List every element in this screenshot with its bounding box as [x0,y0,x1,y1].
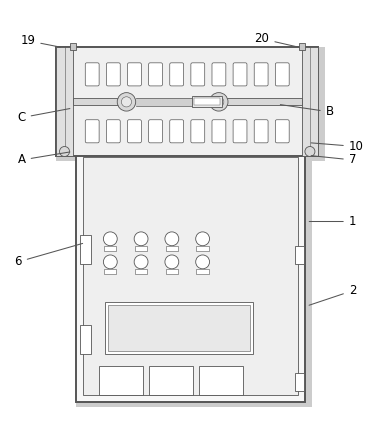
FancyBboxPatch shape [149,120,163,143]
Bar [302,47,318,156]
Bar [166,246,178,251]
Circle shape [134,232,148,246]
FancyBboxPatch shape [233,63,247,86]
Bar [80,235,91,264]
Bar [83,157,298,395]
Circle shape [117,93,136,111]
Text: C: C [17,109,70,124]
Bar [108,305,249,351]
FancyBboxPatch shape [254,120,268,143]
Bar [196,269,209,274]
FancyBboxPatch shape [127,120,141,143]
FancyBboxPatch shape [233,120,247,143]
Bar [192,97,222,107]
Bar [318,47,325,156]
Circle shape [210,93,228,111]
Bar [135,246,147,251]
Circle shape [59,147,69,156]
Circle shape [103,255,117,269]
Bar [194,98,220,105]
FancyBboxPatch shape [149,63,163,86]
FancyBboxPatch shape [212,63,226,86]
FancyBboxPatch shape [85,63,99,86]
Circle shape [165,255,179,269]
Bar [149,366,193,395]
Bar [99,366,143,395]
FancyBboxPatch shape [170,120,184,143]
Text: B: B [280,105,334,118]
Circle shape [103,232,117,246]
Bar [299,43,305,50]
Bar [135,269,147,274]
Text: 20: 20 [254,32,298,47]
Bar [76,402,312,407]
Bar [104,246,117,251]
FancyBboxPatch shape [212,120,226,143]
Bar [127,98,222,106]
Bar [76,150,305,402]
Circle shape [214,97,224,107]
Text: 2: 2 [309,284,356,305]
Bar [196,246,209,251]
Text: 1: 1 [309,215,356,228]
Bar [295,373,304,391]
FancyBboxPatch shape [275,63,289,86]
Bar [105,302,252,354]
FancyBboxPatch shape [85,120,99,143]
FancyBboxPatch shape [275,120,289,143]
Circle shape [196,232,210,246]
Circle shape [121,97,132,107]
Bar [199,366,243,395]
Text: 6: 6 [14,243,83,268]
FancyBboxPatch shape [127,63,141,86]
FancyBboxPatch shape [170,63,184,86]
Circle shape [196,255,210,269]
Circle shape [305,147,315,156]
FancyBboxPatch shape [191,63,205,86]
Circle shape [134,255,148,269]
FancyBboxPatch shape [107,63,120,86]
Bar [73,98,302,105]
Bar [295,246,304,264]
Text: 10: 10 [311,140,364,153]
Text: 7: 7 [311,153,356,167]
FancyBboxPatch shape [254,63,268,86]
Bar [80,325,91,354]
Bar [56,47,318,156]
Bar [305,150,312,407]
Bar [166,269,178,274]
Bar [104,269,117,274]
Bar [69,43,76,50]
Circle shape [165,232,179,246]
Text: A: A [18,152,70,167]
Bar [56,47,73,156]
Text: 19: 19 [20,34,60,47]
FancyBboxPatch shape [191,120,205,143]
Bar [56,156,325,161]
FancyBboxPatch shape [107,120,120,143]
